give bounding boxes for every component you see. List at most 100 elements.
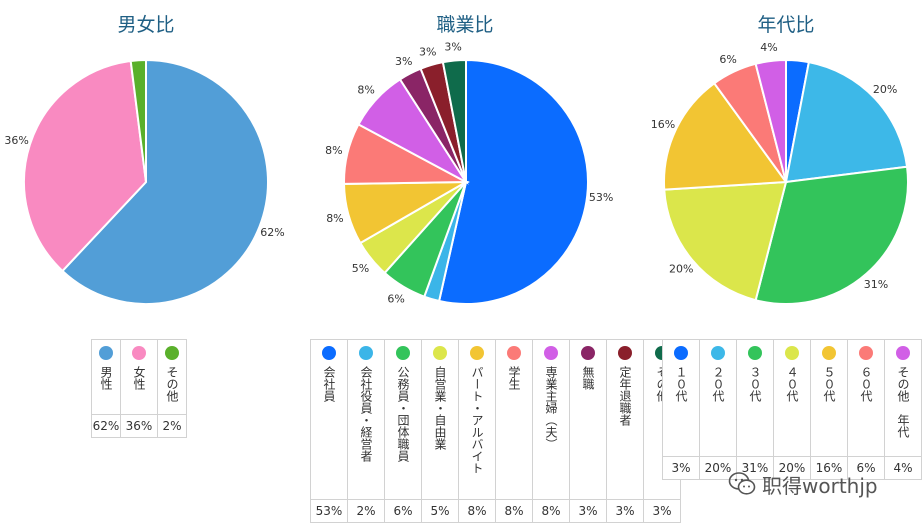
legend-value: 3% [569, 499, 607, 523]
legend-label: 定年退職者 [618, 366, 632, 426]
chart-title-gender: 男女比 [117, 14, 175, 36]
legend-value: 2% [157, 414, 187, 438]
legend-label: その他 年代 [896, 366, 910, 438]
legend-label: １０代 [674, 366, 688, 402]
slice-value-label: 6% [719, 53, 736, 66]
pie-slice [784, 60, 909, 184]
legend-label: ３０代 [748, 366, 762, 402]
legend-color-dot [359, 346, 373, 360]
legend-entry: ５０代 [810, 339, 848, 457]
legend-value: 3% [643, 499, 681, 523]
slice-value-label: 53% [589, 191, 613, 204]
legend-color-dot [470, 346, 484, 360]
legend-label: その他 [165, 366, 179, 402]
legend-entry: 無職 [569, 339, 607, 500]
pie-slice [663, 81, 788, 191]
legend-value: 6% [384, 499, 422, 523]
legend-label: ４０代 [785, 366, 799, 402]
watermark-text: 职得worthjp [762, 473, 878, 498]
legend-color-dot [322, 346, 336, 360]
slice-value-label: 16% [651, 118, 675, 131]
legend-color-dot [544, 346, 558, 360]
legend-label: 公務員・団体職員 [396, 366, 410, 462]
legend-value: 6% [847, 456, 885, 480]
legend-color-dot [674, 346, 688, 360]
slice-value-label: 20% [873, 83, 897, 96]
legend-value: 3% [606, 499, 644, 523]
legend-entry: ３０代 [736, 339, 774, 457]
legend-label: 会社員 [322, 366, 336, 402]
legend-value: 3% [662, 456, 700, 480]
pie-charts: 62% 36% 53% 6% 5% 8% 8% 8% 3% 3% 3% 20% 31% 20% 16% 6% 4… [4, 41, 909, 306]
legend-color-dot [711, 346, 725, 360]
slice-value-label: 62% [260, 226, 284, 239]
legend-color-dot [396, 346, 410, 360]
legend-label: パート・アルバイト [470, 366, 484, 474]
legend-label: 会社役員・経営者 [359, 366, 373, 462]
slice-value-label: 8% [326, 212, 343, 225]
slice-value-label: 36% [4, 134, 28, 147]
legend-entry: 男性 [91, 339, 121, 415]
pie-slice [437, 58, 590, 305]
legend-value: 4% [884, 456, 922, 480]
legend-value: 62% [91, 414, 121, 438]
legend-color-dot [507, 346, 521, 360]
slice-value-label: 8% [357, 84, 374, 97]
legend-value: 16% [810, 456, 848, 480]
pie-slice [663, 180, 788, 302]
legend-value: 8% [495, 499, 533, 523]
slice-value-label: 5% [352, 262, 369, 275]
legend-entry: パート・アルバイト [458, 339, 496, 500]
legend-table-age: １０代 ２０代 ３０代 ４０代 ５０代 ６０代 その他 年代 3% 20% 31% 20% 16% 6%… [662, 339, 922, 480]
pie-slice [61, 58, 269, 305]
legend-label: 女性 [132, 366, 146, 390]
legend-entry: 会社員 [310, 339, 348, 500]
slice-value-label: 3% [395, 55, 412, 68]
legend-label: 男性 [99, 366, 113, 390]
legend-color-dot [748, 346, 762, 360]
legend-entry: その他 [157, 339, 187, 415]
pie-slice [441, 58, 467, 183]
legend-color-dot [165, 346, 179, 360]
chart-title-age: 年代比 [757, 14, 815, 36]
legend-value: 53% [310, 499, 348, 523]
legend-entry: 自営業・自由業 [421, 339, 459, 500]
legend-color-dot [822, 346, 836, 360]
legend-entry: １０代 [662, 339, 700, 457]
legend-color-dot [581, 346, 595, 360]
legend-label: 学生 [507, 366, 521, 390]
slice-value-label: 20% [669, 263, 693, 276]
legend-color-dot [896, 346, 910, 360]
watermark: 职得worthjp [728, 466, 878, 502]
pie-slice [754, 165, 909, 305]
legend-entry: ２０代 [699, 339, 737, 457]
legend-value: 8% [532, 499, 570, 523]
legend-entry: 学生 [495, 339, 533, 500]
wechat-icon [728, 472, 756, 495]
chart-title-occupation: 職業比 [436, 14, 494, 36]
legend-value: 36% [120, 414, 158, 438]
legend-entry: 女性 [120, 339, 158, 415]
pie-slice [129, 58, 147, 183]
legend-label: 無職 [581, 366, 595, 390]
legend-entry: ４０代 [773, 339, 811, 457]
legend-color-dot [132, 346, 146, 360]
legend-color-dot [99, 346, 113, 360]
legend-label: 専業主婦（夫） [544, 366, 558, 450]
legend-table-occupation: 会社員 会社役員・経営者 公務員・団体職員 自営業・自由業 パート・アルバイト 学生 専業主… [310, 339, 681, 523]
slice-value-label: 6% [387, 293, 404, 306]
legend-entry: 定年退職者 [606, 339, 644, 500]
legend-label: ５０代 [822, 366, 836, 402]
pie-slice [754, 58, 787, 183]
legend-entry: 公務員・団体職員 [384, 339, 422, 500]
legend-label: ６０代 [859, 366, 873, 402]
slice-value-label: 3% [444, 41, 461, 54]
legend-entry: ６０代 [847, 339, 885, 457]
legend-color-dot [618, 346, 632, 360]
legend-value: 8% [458, 499, 496, 523]
pie-slice [23, 59, 148, 273]
legend-value: 2% [347, 499, 385, 523]
legend-color-dot [433, 346, 447, 360]
legend-entry: 専業主婦（夫） [532, 339, 570, 500]
legend-entry: その他 年代 [884, 339, 922, 457]
